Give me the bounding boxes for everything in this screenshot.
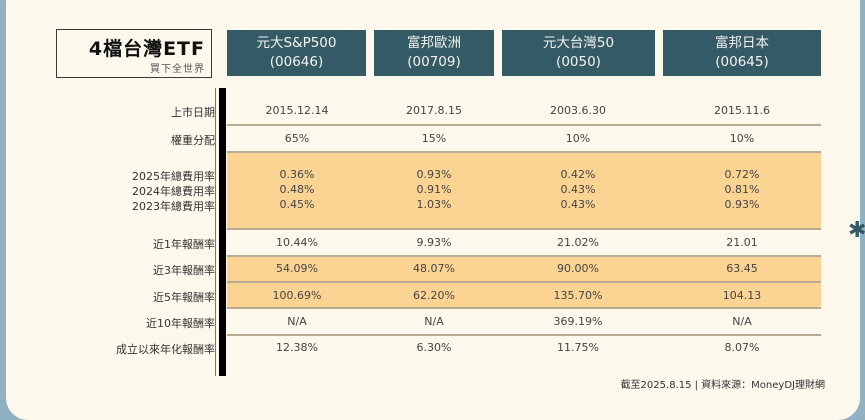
cell-ret3: 48.07%	[413, 262, 455, 275]
row-label-weight: 權重分配	[171, 134, 215, 147]
cell-ret1: 21.01	[726, 236, 758, 249]
title: 4檔台灣ETF	[88, 38, 205, 60]
row-label-ret1: 近1年報酬率	[153, 238, 215, 251]
cell-ret3: 90.00%	[557, 262, 599, 275]
row-divider	[227, 124, 821, 126]
row-label-ret5: 近5年報酬率	[153, 291, 215, 304]
column-name: 元大S&P500	[256, 35, 337, 51]
row-label-listing_date: 上市日期	[171, 106, 215, 119]
column-header-00645: 富邦日本 (00645)	[663, 30, 821, 76]
fee-highlight-band	[227, 152, 821, 228]
column-header-00646: 元大S&P500 (00646)	[227, 30, 366, 76]
cell-ret10: N/A	[424, 315, 444, 328]
cell-ret5: 62.20%	[413, 289, 455, 302]
cell-ret10: N/A	[732, 315, 752, 328]
cell-ret5: 135.70%	[553, 289, 603, 302]
cell-annual: 8.07%	[724, 341, 760, 354]
subtitle: 買下全世界	[150, 64, 205, 75]
cell-fee2024: 0.48%	[279, 183, 315, 196]
cell-ret3: 63.45	[726, 262, 758, 275]
cell-fee2025: 0.93%	[416, 168, 452, 181]
cell-weight: 10%	[565, 132, 591, 145]
star-decoration-icon: ✱	[848, 218, 865, 243]
row-label-ret10: 近10年報酬率	[146, 317, 215, 330]
cell-listing_date: 2017.8.15	[406, 104, 462, 117]
column-code: (00646)	[269, 54, 324, 70]
vertical-bar	[219, 88, 226, 376]
row-divider	[227, 307, 821, 309]
row-divider	[227, 151, 821, 153]
row-label-fee2025: 2025年總費用率	[132, 170, 215, 183]
cell-fee2023: 1.03%	[416, 198, 452, 211]
cell-ret1: 10.44%	[276, 236, 318, 249]
row-label-ret3: 近3年報酬率	[153, 264, 215, 277]
source-footer: 截至2025.8.15 | 資料來源：MoneyDJ理財網	[620, 380, 825, 391]
cell-weight: 15%	[421, 132, 447, 145]
column-name: 富邦日本	[715, 35, 769, 51]
cell-ret5: 100.69%	[272, 289, 322, 302]
cell-fee2025: 0.42%	[560, 168, 596, 181]
cell-listing_date: 2015.11.6	[714, 104, 770, 117]
column-code: (00709)	[407, 54, 461, 70]
cell-listing_date: 2003.6.30	[550, 104, 606, 117]
column-name: 富邦歐洲	[407, 35, 461, 51]
cell-ret3: 54.09%	[276, 262, 318, 275]
cell-fee2025: 0.72%	[724, 168, 760, 181]
column-name: 元大台灣50	[542, 35, 615, 51]
cell-weight: 10%	[729, 132, 755, 145]
cell-fee2023: 0.43%	[560, 198, 596, 211]
cell-ret10: 369.19%	[553, 315, 603, 328]
cell-fee2023: 0.45%	[279, 198, 315, 211]
cell-fee2024: 0.91%	[416, 183, 452, 196]
cell-fee2024: 0.43%	[560, 183, 596, 196]
column-code: (00645)	[715, 54, 769, 70]
cell-fee2023: 0.93%	[724, 198, 760, 211]
row-label-fee2023: 2023年總費用率	[132, 200, 215, 213]
cell-fee2024: 0.81%	[724, 183, 760, 196]
column-header-00709: 富邦歐洲 (00709)	[374, 30, 494, 76]
row-divider	[227, 255, 821, 257]
column-header-0050: 元大台灣50 (0050)	[502, 30, 655, 76]
cell-ret10: N/A	[287, 315, 307, 328]
cell-ret1: 21.02%	[557, 236, 599, 249]
row-label-fee2024: 2024年總費用率	[132, 185, 215, 198]
cell-weight: 65%	[284, 132, 310, 145]
cell-annual: 11.75%	[557, 341, 599, 354]
row-divider	[227, 281, 821, 283]
row-label-annual: 成立以來年化報酬率	[116, 343, 215, 356]
cell-ret5: 104.13	[722, 289, 762, 302]
cell-annual: 12.38%	[276, 341, 318, 354]
cell-annual: 6.30%	[416, 341, 452, 354]
divider	[215, 88, 216, 376]
cell-fee2025: 0.36%	[279, 168, 315, 181]
row-divider	[227, 228, 821, 230]
column-code: (0050)	[556, 54, 601, 70]
title-box: 4檔台灣ETF 買下全世界	[56, 29, 212, 78]
cell-listing_date: 2015.12.14	[265, 104, 329, 117]
row-divider	[227, 334, 821, 336]
cell-ret1: 9.93%	[416, 236, 452, 249]
